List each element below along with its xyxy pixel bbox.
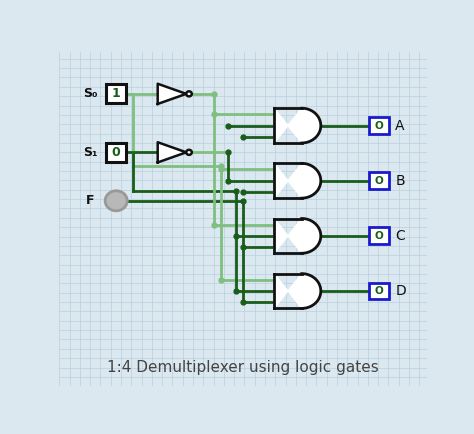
Text: D: D: [395, 284, 406, 298]
Polygon shape: [158, 84, 186, 104]
Text: S₁: S₁: [83, 146, 98, 159]
Text: A: A: [395, 118, 405, 133]
Text: B: B: [395, 174, 405, 188]
Text: C: C: [395, 229, 405, 243]
Circle shape: [186, 91, 192, 96]
Text: O: O: [374, 176, 383, 186]
FancyBboxPatch shape: [369, 283, 389, 299]
FancyBboxPatch shape: [369, 172, 389, 189]
Text: 0: 0: [112, 146, 120, 159]
FancyBboxPatch shape: [106, 143, 127, 162]
Text: O: O: [374, 286, 383, 296]
Polygon shape: [274, 108, 321, 143]
FancyBboxPatch shape: [369, 227, 389, 244]
Text: 1: 1: [112, 87, 120, 100]
FancyBboxPatch shape: [106, 85, 127, 103]
Text: 1:4 Demultiplexer using logic gates: 1:4 Demultiplexer using logic gates: [107, 360, 379, 375]
Text: O: O: [374, 121, 383, 131]
Polygon shape: [274, 218, 321, 253]
Text: O: O: [374, 231, 383, 241]
Text: S₀: S₀: [83, 87, 98, 100]
Circle shape: [186, 150, 192, 155]
Text: F: F: [86, 194, 95, 207]
Polygon shape: [158, 142, 186, 162]
Circle shape: [105, 191, 127, 211]
FancyBboxPatch shape: [369, 117, 389, 134]
Polygon shape: [274, 163, 321, 198]
Polygon shape: [274, 274, 321, 309]
